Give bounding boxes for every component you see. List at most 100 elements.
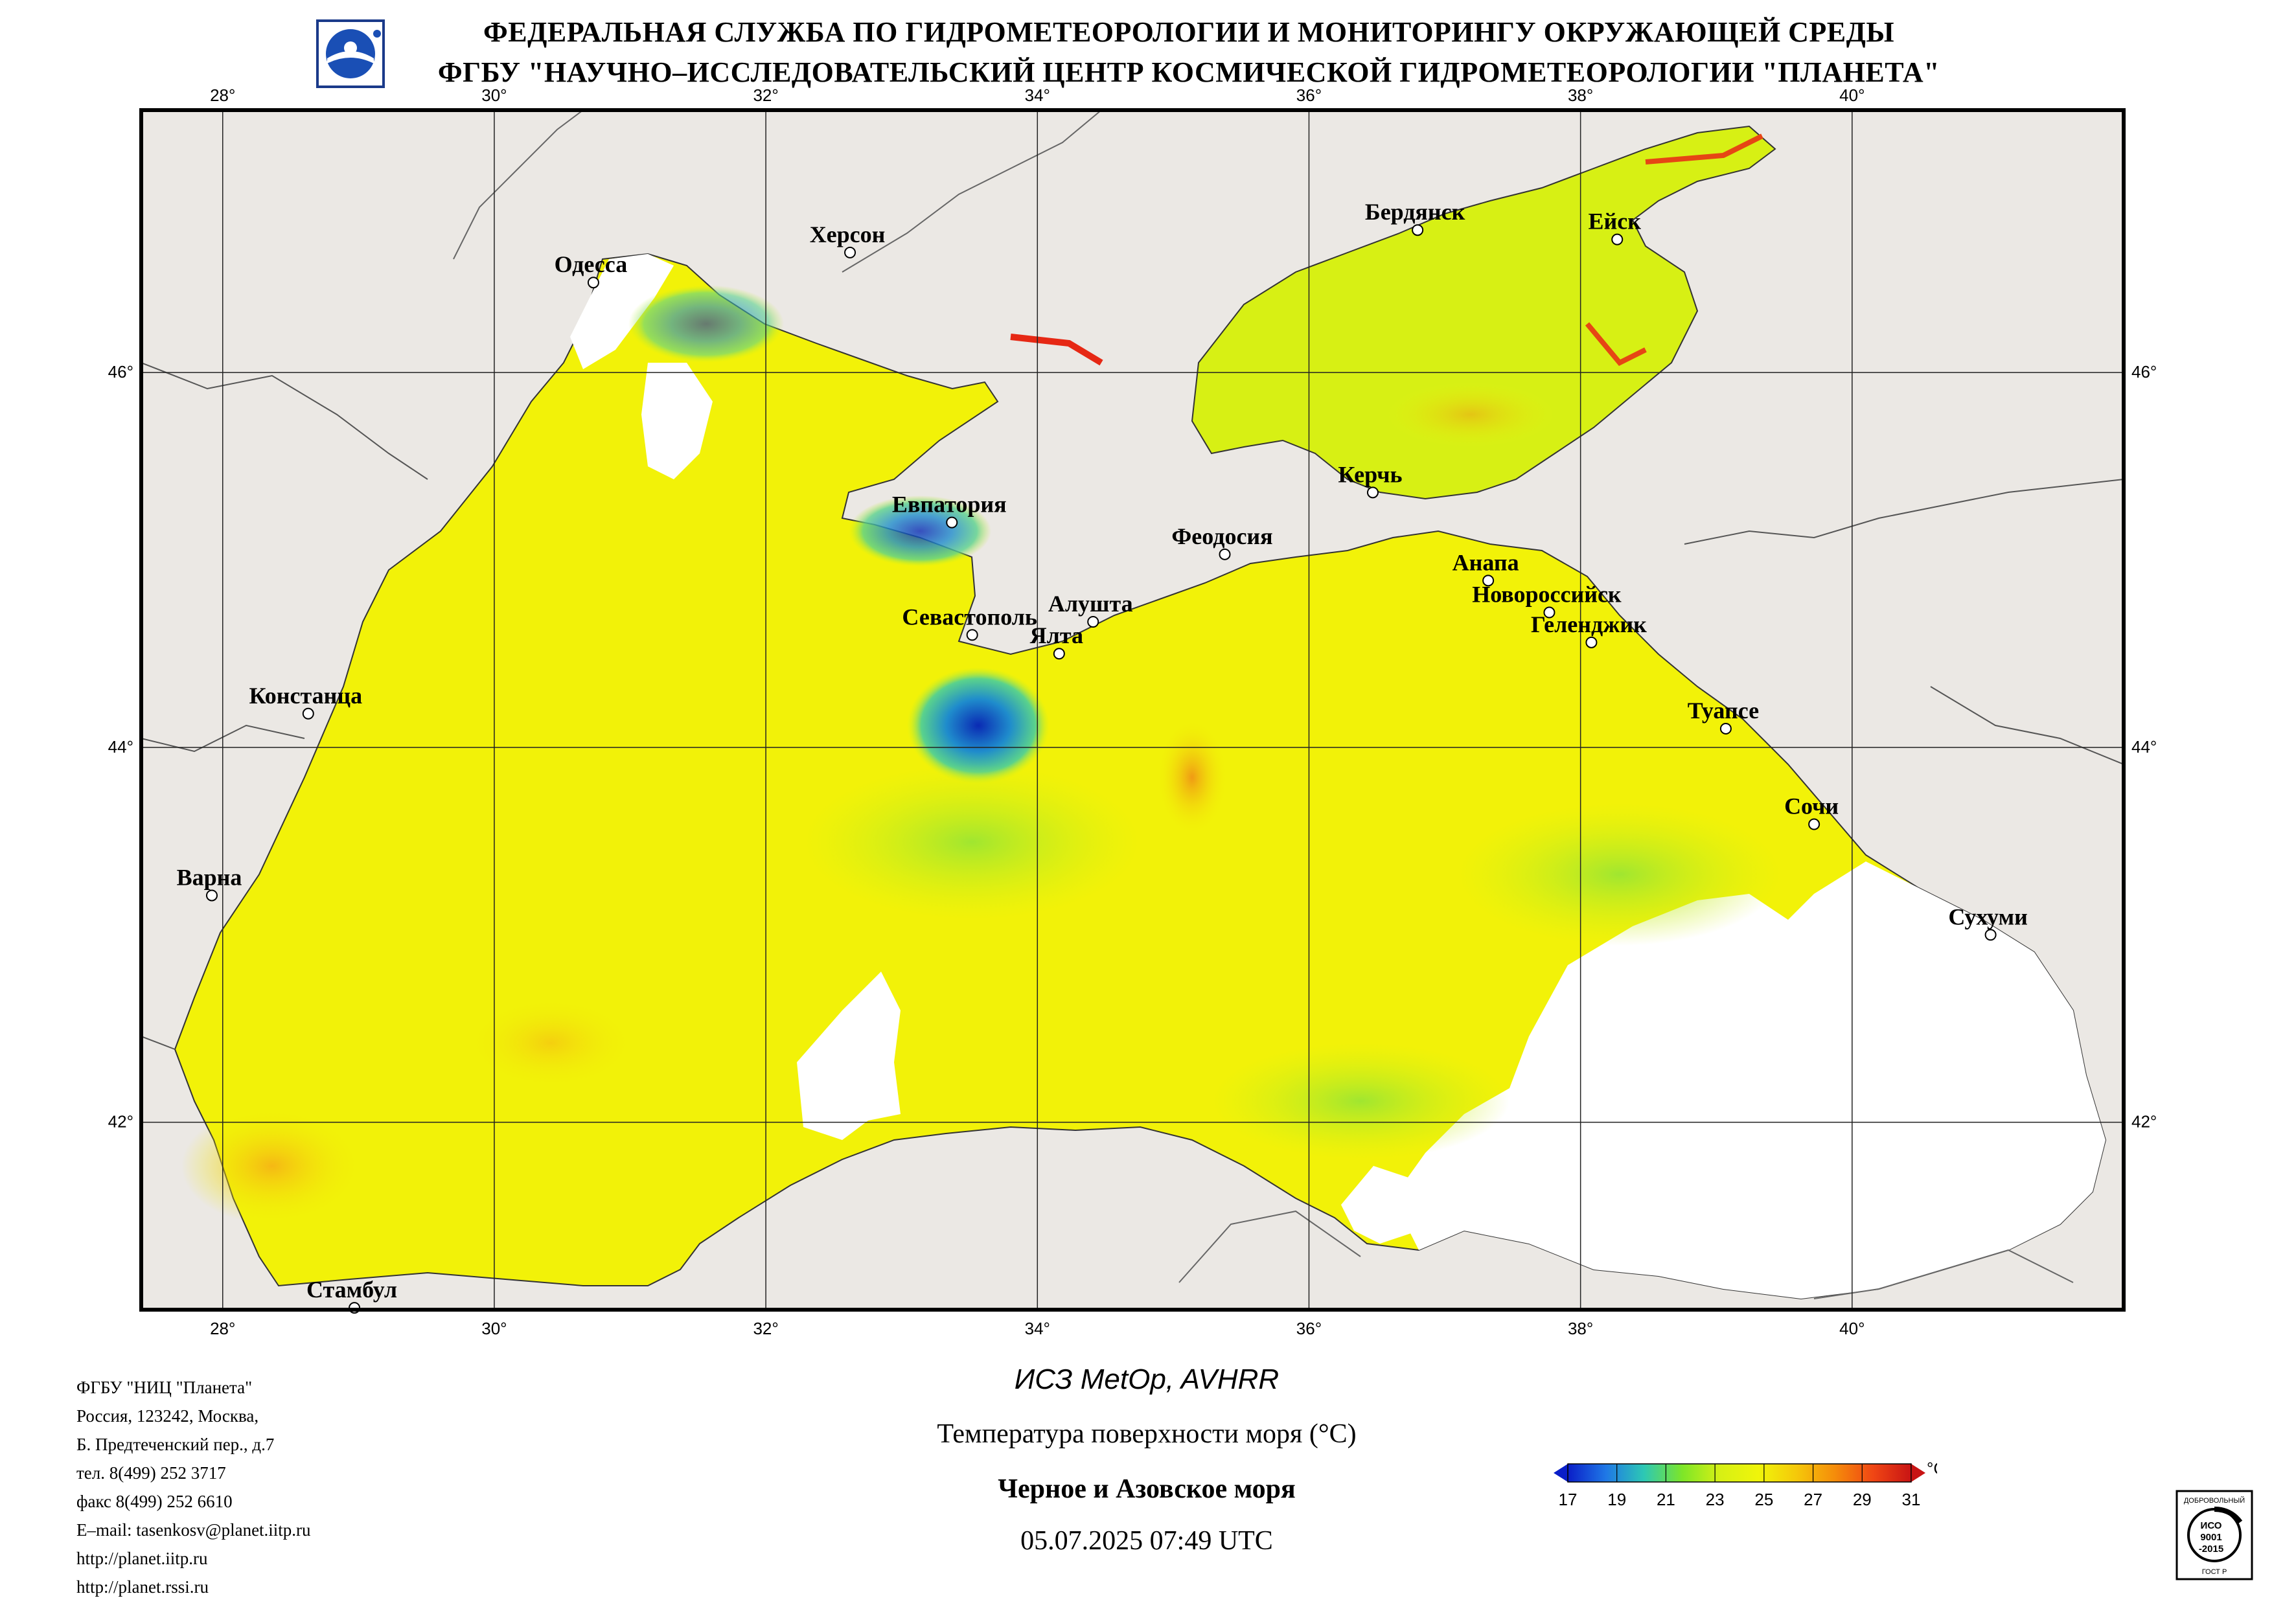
cold-anomaly [628, 285, 784, 363]
lat-label-left: 44° [108, 737, 133, 757]
org-contact-block: ФГБУ "НИЦ "Планета" Россия, 123242, Моск… [76, 1373, 311, 1601]
city-label: Евпатория [892, 492, 1007, 518]
land-border [141, 362, 428, 480]
river [453, 110, 584, 260]
colorbar-tick-label: 21 [1657, 1490, 1675, 1509]
cloud-mask [797, 972, 901, 1140]
lat-label-right: 42° [2131, 1112, 2157, 1132]
land-border [1930, 686, 2124, 765]
org-website-2[interactable]: http://planet.rssi.ru [76, 1577, 209, 1597]
org-fax: факс 8(499) 252 6610 [76, 1492, 233, 1511]
colorbar: 17 19 21 23 25 27 29 31 °C [1554, 1459, 1937, 1509]
city-label: Одесса [555, 251, 628, 277]
org-name: ФГБУ "НИЦ "Планета" [76, 1378, 253, 1397]
planeta-logo-icon [316, 19, 385, 88]
org-website-1[interactable]: http://planet.iitp.ru [76, 1549, 208, 1568]
lon-label-top: 28° [210, 85, 235, 105]
warm-anomaly [1386, 382, 1555, 447]
city-marker [1984, 929, 1997, 941]
river [842, 110, 1102, 273]
city-label: Туапсе [1688, 698, 1759, 724]
org-phone: тел. 8(499) 252 3717 [76, 1463, 226, 1483]
coastal-hot-strip [1010, 334, 1103, 366]
org-email[interactable]: E–mail: tasenkosv@planet.iitp.ru [76, 1520, 311, 1540]
city-marker [844, 246, 856, 258]
region-label: Черное и Азовское моря [998, 1474, 1296, 1504]
colorbar-tick-label: 25 [1754, 1490, 1773, 1509]
lat-label-right: 44° [2131, 737, 2157, 757]
greenish-zone [803, 764, 1140, 920]
land-border [1684, 479, 2124, 545]
coastal-hot-strip [1645, 133, 1763, 165]
city-label: Бердянск [1365, 199, 1465, 225]
lon-label-top: 32° [753, 85, 778, 105]
datetime-label: 05.07.2025 07:49 UTC [1020, 1526, 1273, 1556]
cloud-mask [1393, 861, 2106, 1299]
lon-label-top: 30° [481, 85, 507, 105]
map-frame [139, 108, 2126, 1312]
city-label: Херсон [810, 222, 886, 247]
city-label: Севастополь [902, 604, 1037, 630]
colorbar-tick-label: 19 [1607, 1490, 1626, 1509]
lat-label-left: 42° [108, 1112, 133, 1132]
city-label: Варна [177, 864, 242, 890]
city-marker [1412, 224, 1424, 236]
city-label: Сочи [1784, 793, 1839, 819]
lon-label-bottom: 30° [481, 1319, 507, 1338]
city-marker [1087, 615, 1099, 628]
city-label: Алушта [1048, 591, 1133, 617]
azov-sea [1191, 125, 1776, 500]
river [1813, 1249, 2074, 1299]
colorbar-tick-label: 17 [1559, 1490, 1578, 1509]
city-marker [1719, 722, 1732, 735]
colorbar-tick-label: 31 [1902, 1490, 1921, 1509]
city-marker [1482, 575, 1495, 587]
iso-cert-badge: ДОБРОВОЛЬНЫЙ ИСО 9001 -2015 ГОСТ Р [2175, 1490, 2253, 1580]
warm-anomaly [181, 1108, 363, 1224]
graticule [141, 110, 2124, 1310]
cert-9001: 9001 [2200, 1532, 2221, 1543]
coastal-hot-strip [1585, 322, 1647, 366]
lat-label-right: 46° [2131, 362, 2157, 382]
city-marker [302, 707, 314, 720]
lon-label-bottom: 36° [1296, 1319, 1322, 1338]
warm-anomaly [466, 997, 635, 1088]
colorbar-tick-label: 27 [1804, 1490, 1822, 1509]
lon-label-bottom: 40° [1839, 1319, 1865, 1338]
city-marker [1585, 636, 1598, 648]
city-label: Стамбул [306, 1277, 397, 1303]
colorbar-tick-label: 23 [1706, 1490, 1725, 1509]
city-marker [966, 629, 978, 641]
cert-2015: -2015 [2199, 1544, 2223, 1555]
coordinate-labels: 28° 28° 30° 30° 32° 32° 34° 34° 36° 36° 38° 38° 40° 4… [108, 85, 2157, 1338]
city-marker [1611, 233, 1624, 245]
lon-label-bottom: 34° [1025, 1319, 1050, 1338]
city-label: Ялта [1030, 622, 1083, 648]
city-label: Геленджик [1531, 611, 1647, 637]
city-marker [1053, 648, 1065, 660]
lon-label-top: 38° [1568, 85, 1593, 105]
city-marker [1543, 606, 1556, 619]
cloud-mask [570, 254, 674, 369]
org-address-2: Б. Предтеченский пер., д.7 [76, 1435, 275, 1454]
satellite-label: ИСЗ MetOp, AVHRR [1014, 1363, 1280, 1395]
parameter-label: Температура поверхности моря (°C) [937, 1419, 1357, 1449]
header-title-line1: ФЕДЕРАЛЬНАЯ СЛУЖБА ПО ГИДРОМЕТЕОРОЛОГИИ … [483, 16, 1895, 48]
colorbar-low-arrow [1554, 1464, 1568, 1482]
city-marker [587, 277, 599, 289]
lon-label-top: 40° [1839, 85, 1865, 105]
city-label: Сухуми [1948, 904, 2028, 929]
city-marker [946, 516, 958, 529]
lon-label-bottom: 32° [753, 1319, 778, 1338]
city-label: Ейск [1588, 209, 1641, 234]
lat-label-left: 46° [108, 362, 133, 382]
city-marker [205, 889, 218, 902]
greenish-zone [1211, 1043, 1510, 1159]
city-label: Феодосия [1171, 523, 1272, 549]
river [1178, 1210, 1361, 1283]
colorbar-bar [1567, 1463, 1912, 1483]
lon-label-top: 34° [1025, 85, 1050, 105]
cold-anomaly [907, 667, 1050, 784]
cert-top-text: ДОБРОВОЛЬНЫЙ [2184, 1496, 2245, 1505]
